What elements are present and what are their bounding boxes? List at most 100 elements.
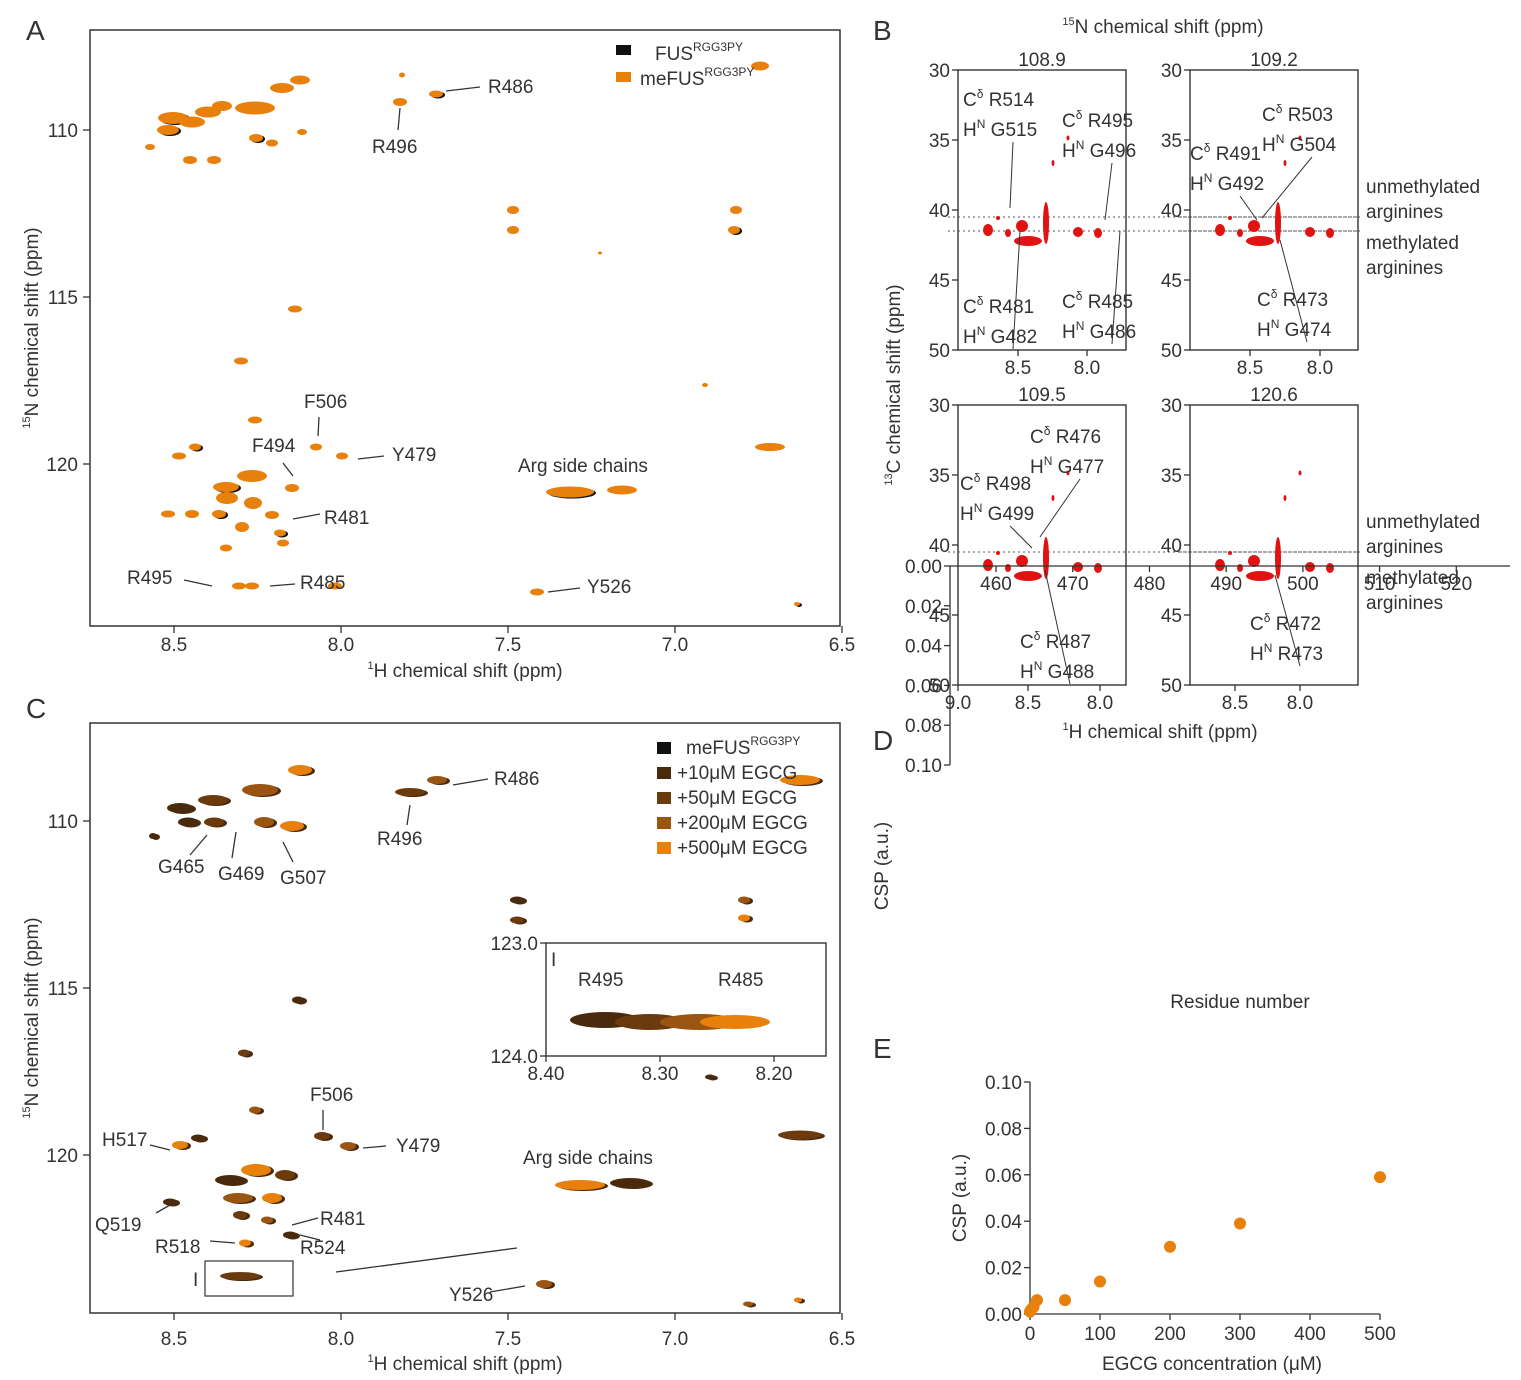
- titration-peak: [780, 775, 820, 785]
- orange-peak: [189, 443, 201, 451]
- inset-peak-label: R495: [578, 970, 623, 991]
- assignment-label: HN G504: [1262, 132, 1337, 156]
- label-leader: [231, 831, 237, 859]
- y-tick-label: 35: [929, 466, 950, 487]
- assignment-label: HN G474: [1257, 317, 1332, 341]
- assignment-label: HN G515: [963, 117, 1037, 141]
- red-peak: [1305, 562, 1315, 572]
- x-tick-label: 460: [980, 574, 1012, 595]
- side-label: methylated: [1366, 233, 1459, 254]
- assignment-leader: [1009, 525, 1033, 549]
- x-tick-label: 8.0: [328, 635, 354, 656]
- legend-entry: +200μM EGCG: [677, 813, 808, 834]
- titration-peak: [172, 1141, 188, 1149]
- titration-peak: [427, 776, 447, 784]
- peak-label: R496: [377, 829, 422, 850]
- orange-peak: [179, 116, 205, 128]
- red-peak: [1073, 562, 1083, 572]
- red-peak: [1248, 220, 1260, 232]
- red-peak: [1248, 555, 1260, 567]
- orange-peak: [297, 129, 307, 135]
- inset-label: I: [551, 950, 556, 971]
- x-tick-label: 7.5: [495, 1329, 521, 1350]
- assignment-leader: [1279, 239, 1308, 343]
- titration-peak: [167, 803, 193, 813]
- x-tick-label: 6.5: [829, 1329, 855, 1350]
- subpanel-title: 109.5: [1018, 385, 1066, 406]
- red-peak: [1005, 229, 1011, 237]
- titration-peak: [204, 817, 224, 827]
- titration-peak: [239, 1239, 251, 1247]
- data-point-500uM: [1374, 1171, 1386, 1184]
- label-leader: [282, 462, 294, 477]
- x-tick-label: 500: [1287, 574, 1319, 595]
- peak-label: F506: [310, 1085, 353, 1106]
- y-tick-label: 45: [929, 271, 950, 292]
- x-tick-label: 500: [1364, 1324, 1396, 1345]
- y-tick-label: 115: [48, 979, 78, 1000]
- y-tick-label: 35: [1161, 466, 1182, 487]
- peak-label: R485: [300, 573, 345, 594]
- orange-peak: [270, 83, 294, 93]
- red-peak: [1014, 236, 1042, 246]
- titration-peak: [191, 1134, 205, 1142]
- subpanel-title: 109.2: [1250, 50, 1298, 71]
- side-label: unmethylated: [1366, 177, 1480, 198]
- panel-c-legend: meFUSRGG3PY +10μM EGCG +50μM EGCG +200μM EG…: [657, 734, 808, 859]
- panel-a-x-ticks: 8.5 8.0 7.5 7.0 6.5: [161, 626, 855, 656]
- label-leader: [489, 1285, 526, 1293]
- orange-peak: [399, 72, 405, 78]
- y-tick-label: 0.04: [905, 637, 942, 658]
- titration-peak: [254, 817, 274, 827]
- x-tick-label: 8.5: [1015, 693, 1041, 714]
- x-tick-label: 7.0: [662, 1329, 688, 1350]
- red-peak: [1051, 160, 1055, 166]
- orange-peak: [248, 416, 262, 424]
- panel-a-y-ticks: 110 115 120: [46, 121, 90, 476]
- inset-region-box: [204, 1260, 294, 1297]
- titration-peak: [738, 914, 750, 922]
- assignment-label: Cδ R491: [1190, 141, 1261, 165]
- red-peak: [983, 224, 993, 236]
- data-point-300uM: [1234, 1217, 1246, 1230]
- orange-peak: [183, 156, 197, 164]
- y-tick-label: 120: [46, 455, 78, 476]
- assignment-leader: [1039, 478, 1081, 538]
- side-label: arginines: [1366, 537, 1443, 558]
- panel-letter-e: E: [873, 1033, 892, 1064]
- orange-peak: [507, 226, 519, 234]
- assignment-label: HN G482: [963, 324, 1037, 348]
- assignment-label: HN G492: [1190, 171, 1264, 195]
- panel-c-hsqc-titration: 8.5 8.0 7.5 7.0 6.5 110 115 120 1H chemical sh…: [21, 722, 855, 1375]
- orange-peak: [213, 482, 239, 492]
- orange-peak: [220, 544, 232, 552]
- legend-swatch-orange: [616, 72, 631, 82]
- x-tick-label: 7.0: [662, 635, 688, 656]
- titration-peak: [242, 784, 278, 796]
- side-label: arginines: [1366, 593, 1443, 614]
- titration-peak: [238, 1049, 250, 1057]
- red-peak: [1073, 227, 1083, 237]
- y-axis-label: CSP (a.u.): [872, 822, 893, 910]
- orange-peak: [216, 492, 238, 504]
- subpanel-title: 120.6: [1250, 385, 1298, 406]
- panel-d-csp-bar-chart: 0.00 0.02 0.04 0.06 0.08 0.10 460 470 480 490 500 5…: [872, 557, 1510, 1013]
- titration-peak: [280, 821, 304, 831]
- inset-peak: [700, 1015, 770, 1029]
- orange-peak: [794, 602, 800, 606]
- label-leader: [189, 834, 208, 856]
- y-tick-label: 50: [929, 341, 950, 362]
- y-tick-label: 40: [1161, 201, 1182, 222]
- x-tick-label: 8.0: [1287, 693, 1313, 714]
- assignment-leader: [1274, 574, 1301, 667]
- inset-peak-label: R485: [718, 970, 763, 991]
- titration-peak: [215, 1175, 245, 1185]
- y-tick-label: 35: [1161, 131, 1182, 152]
- assignment-label: Cδ R495: [1062, 108, 1133, 132]
- label-leader: [357, 455, 385, 460]
- side-label: unmethylated: [1366, 512, 1480, 533]
- legend-swatch-black: [616, 45, 631, 55]
- data-point-200uM: [1164, 1240, 1176, 1253]
- panel-letter-c: C: [26, 693, 46, 724]
